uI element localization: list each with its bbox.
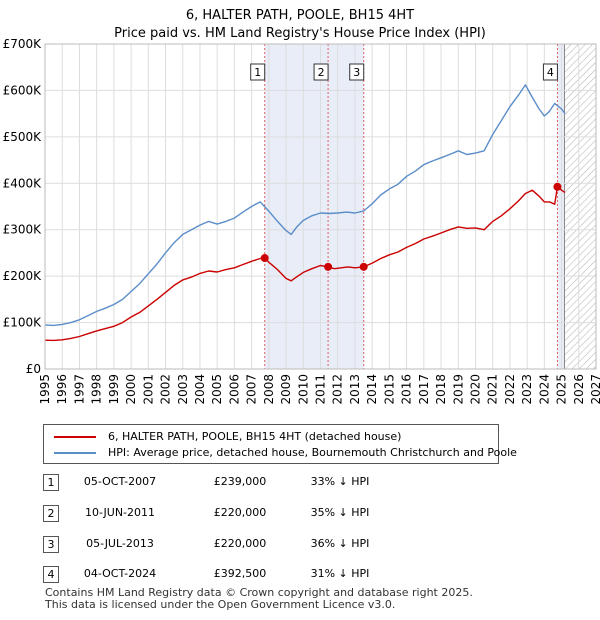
- x-tick-label: 2001: [141, 374, 155, 405]
- sale-date: 10-JUN-2011: [84, 506, 156, 519]
- property-series-line: [44, 186, 566, 342]
- x-tick-label: 2021: [486, 374, 500, 405]
- x-tick-label: 1999: [107, 374, 121, 405]
- sale-point: [260, 254, 269, 263]
- x-tick-label: 2006: [227, 374, 241, 405]
- x-tick-label: 2002: [159, 374, 173, 405]
- y-tick-label: £0: [26, 362, 41, 376]
- sale-label: 2: [318, 66, 325, 79]
- sale-price: £239,000: [213, 475, 267, 488]
- sale-date: 05-JUL-2013: [86, 537, 154, 550]
- sale-hpi-diff: 36% ↓ HPI: [310, 537, 370, 550]
- x-tick-label: 1997: [72, 374, 86, 405]
- y-tick-label: £300K: [3, 223, 43, 237]
- x-tick-label: 2010: [296, 374, 310, 405]
- sale-number-badge: 2: [43, 505, 59, 522]
- footer: Contains HM Land Registry data © Crown c…: [45, 587, 473, 611]
- legend-item-property: 6, HALTER PATH, POOLE, BH15 4HT (detache…: [54, 430, 401, 443]
- x-tick-label: 2019: [451, 374, 465, 405]
- sale-price: £220,000: [213, 506, 267, 519]
- hpi-series-line: [44, 84, 566, 327]
- x-tick-label: 2013: [348, 374, 362, 405]
- sale-label-box: [542, 63, 558, 81]
- x-tick-label: 2016: [400, 374, 414, 405]
- sale-hpi-diff: 35% ↓ HPI: [310, 506, 370, 519]
- y-tick-label: £500K: [3, 130, 43, 144]
- sale-label: 3: [353, 66, 360, 79]
- sale-price: £392,500: [213, 567, 267, 580]
- x-tick-label: 2004: [193, 374, 207, 405]
- x-tick-label: 1995: [38, 374, 52, 405]
- footer-licence: This data is licensed under the Open Gov…: [45, 598, 396, 611]
- sale-point: [324, 262, 333, 271]
- x-tick-label: 2026: [572, 374, 586, 405]
- y-tick-label: £600K: [3, 83, 43, 97]
- y-tick-label: £700K: [3, 37, 43, 51]
- x-tick-label: 2012: [331, 374, 345, 405]
- sale-label-box: [313, 63, 329, 81]
- sale-date: 04-OCT-2024: [83, 567, 157, 580]
- x-tick-label: 2014: [365, 374, 379, 405]
- chart-legend: 6, HALTER PATH, POOLE, BH15 4HT (detache…: [43, 424, 517, 464]
- footer-copyright: Contains HM Land Registry data © Crown c…: [45, 586, 473, 599]
- x-tick-label: 1996: [55, 374, 69, 405]
- x-tick-label: 2027: [589, 374, 600, 405]
- x-tick-label: 2024: [537, 374, 551, 405]
- sale-price: £220,000: [213, 537, 267, 550]
- sale-label: 1: [254, 66, 261, 79]
- shaded-period: [264, 44, 364, 369]
- y-tick-label: £200K: [3, 269, 43, 283]
- x-tick-label: 2003: [176, 374, 190, 405]
- price-chart: 1 2 3 4 £0 £100K £200K £300K £400K £500K £600K £700…: [3, 37, 600, 405]
- y-tick-label: £400K: [3, 176, 43, 190]
- sale-date: 05-OCT-2007: [83, 475, 157, 488]
- x-tick-label: 2018: [434, 374, 448, 405]
- sale-number-badge: 4: [43, 566, 59, 583]
- plot-border: [44, 43, 597, 370]
- hatched-future-area: [564, 44, 596, 369]
- x-tick-label: 2005: [210, 374, 224, 405]
- x-tick-label: 2015: [382, 374, 396, 405]
- legend-swatch-hpi: [54, 452, 96, 454]
- chart-title: 6, HALTER PATH, POOLE, BH15 4HT: [185, 8, 415, 23]
- sale-point: [359, 262, 368, 271]
- x-tick-label: 1998: [90, 374, 104, 405]
- legend-swatch-property: [54, 436, 96, 438]
- legend-label-property: 6, HALTER PATH, POOLE, BH15 4HT (detache…: [108, 430, 402, 443]
- sale-hpi-diff: 33% ↓ HPI: [310, 475, 370, 488]
- sale-label: 4: [547, 66, 554, 79]
- sale-label-box: [349, 63, 365, 81]
- x-tick-label: 2022: [503, 374, 517, 405]
- legend-label-hpi: HPI: Average price, detached house, Bour…: [108, 446, 517, 459]
- sale-hpi-diff: 31% ↓ HPI: [310, 567, 370, 580]
- shaded-period: [557, 44, 565, 369]
- sale-label-box: [250, 63, 266, 81]
- sale-number-badge: 3: [43, 536, 59, 553]
- x-tick-label: 2011: [314, 374, 328, 405]
- y-tick-label: £100K: [3, 316, 43, 330]
- legend-item-hpi: HPI: Average price, detached house, Bour…: [54, 446, 517, 459]
- x-tick-label: 2023: [520, 374, 534, 405]
- x-tick-label: 2000: [124, 374, 138, 405]
- x-tick-label: 2025: [555, 374, 569, 405]
- sale-point: [553, 182, 562, 191]
- x-tick-label: 2020: [468, 374, 482, 405]
- chart-subtitle: Price paid vs. HM Land Registry's House …: [114, 26, 486, 41]
- x-tick-label: 2017: [417, 374, 431, 405]
- sale-number-badge: 1: [43, 474, 59, 491]
- x-tick-label: 2007: [245, 374, 259, 405]
- x-tick-label: 2008: [262, 374, 276, 405]
- x-tick-label: 2009: [279, 374, 293, 405]
